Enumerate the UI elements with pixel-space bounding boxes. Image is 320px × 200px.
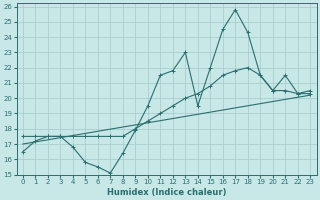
X-axis label: Humidex (Indice chaleur): Humidex (Indice chaleur) (107, 188, 226, 197)
